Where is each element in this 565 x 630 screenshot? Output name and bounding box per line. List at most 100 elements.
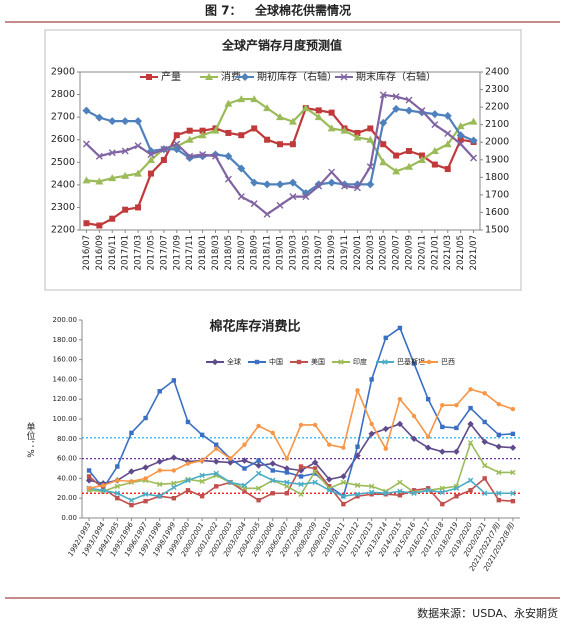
marker: [443, 111, 452, 120]
marker: [510, 406, 516, 412]
marker: [481, 462, 488, 469]
marker: [366, 135, 375, 143]
marker: [468, 387, 473, 392]
marker: [481, 438, 488, 445]
marker: [171, 480, 177, 487]
marker: [237, 95, 246, 103]
marker: [83, 220, 90, 227]
marker: [314, 113, 323, 121]
marker: [456, 131, 465, 140]
x-tick-label: 2020/01: [353, 235, 363, 270]
marker: [128, 497, 135, 503]
x-tick-label: 2019/07: [314, 235, 324, 270]
x-tick-label: 2020/07: [392, 235, 402, 270]
marker: [157, 481, 163, 488]
marker: [298, 464, 304, 469]
marker: [82, 106, 91, 115]
marker: [250, 178, 259, 187]
marker: [250, 200, 258, 208]
x-tick-label: 2017/01: [121, 235, 131, 270]
marker: [327, 484, 332, 489]
marker: [270, 477, 276, 484]
x-tick-label: 2021/01: [430, 235, 440, 270]
marker: [392, 93, 400, 101]
marker: [227, 459, 234, 466]
y2-tick-label: 2200: [485, 102, 509, 113]
legend-label: 美国: [311, 357, 325, 366]
marker: [440, 402, 445, 408]
x-tick-label: 2018/07: [237, 235, 247, 270]
marker: [312, 468, 318, 475]
legend-label: 全球: [227, 357, 241, 366]
marker: [312, 466, 318, 471]
marker: [171, 484, 177, 491]
marker: [128, 468, 135, 475]
marker: [496, 469, 502, 476]
source-note: 数据来源：USDA、永安期货: [417, 606, 558, 620]
marker: [482, 391, 487, 396]
x-tick-label: 2017/11: [185, 235, 195, 270]
marker: [468, 488, 473, 493]
marker: [160, 157, 167, 164]
marker: [425, 486, 431, 491]
marker: [122, 206, 129, 213]
marker: [185, 419, 191, 425]
marker: [86, 474, 92, 479]
marker: [396, 420, 404, 428]
marker: [340, 479, 347, 486]
x-tick-label: 2017/03: [134, 235, 144, 270]
marker: [443, 140, 452, 148]
marker: [213, 458, 220, 465]
x-tick-label: 2020/09: [405, 235, 415, 270]
marker: [369, 377, 374, 382]
marker: [199, 458, 205, 463]
marker: [186, 127, 193, 134]
marker: [213, 470, 219, 477]
marker: [242, 466, 247, 471]
marker: [457, 140, 465, 148]
marker: [86, 468, 92, 473]
marker: [115, 464, 120, 469]
marker: [108, 174, 117, 182]
marker: [340, 473, 347, 480]
marker: [114, 483, 121, 490]
marker: [418, 152, 425, 159]
y-tick-label: 140.00: [53, 375, 78, 383]
marker: [440, 501, 445, 507]
marker: [237, 193, 245, 201]
legend-label: 产量: [161, 70, 181, 83]
marker: [284, 491, 290, 496]
marker: [185, 461, 191, 466]
marker: [368, 489, 375, 495]
y-tick-label: 2200: [51, 225, 75, 236]
x-tick-label: 2017/07: [159, 235, 169, 270]
marker: [340, 126, 349, 134]
marker: [379, 118, 388, 127]
marker: [454, 494, 459, 499]
y2-tick-label: 2300: [485, 84, 509, 95]
x-tick-label: 2016/11: [108, 235, 118, 270]
marker: [160, 145, 168, 153]
marker: [186, 152, 194, 160]
x-tick-label: 2021/03: [443, 235, 453, 270]
marker: [418, 107, 426, 115]
marker: [242, 442, 247, 447]
marker: [95, 152, 103, 160]
marker: [96, 222, 103, 229]
marker: [468, 405, 473, 411]
marker: [146, 74, 152, 80]
marker: [326, 476, 333, 483]
marker: [430, 147, 439, 154]
chart-title: 全球产销存月度预测值: [221, 38, 342, 53]
y-tick-label: 2600: [51, 134, 75, 145]
marker: [242, 489, 247, 494]
marker: [264, 136, 271, 143]
legend-label: 消费: [221, 70, 241, 83]
series-line: [85, 93, 475, 216]
y-tick-label: 20.00: [57, 494, 77, 502]
marker: [199, 432, 205, 438]
marker: [277, 141, 283, 148]
figure-label: 图 7：: [205, 4, 242, 18]
marker: [157, 493, 163, 499]
marker: [354, 491, 361, 497]
